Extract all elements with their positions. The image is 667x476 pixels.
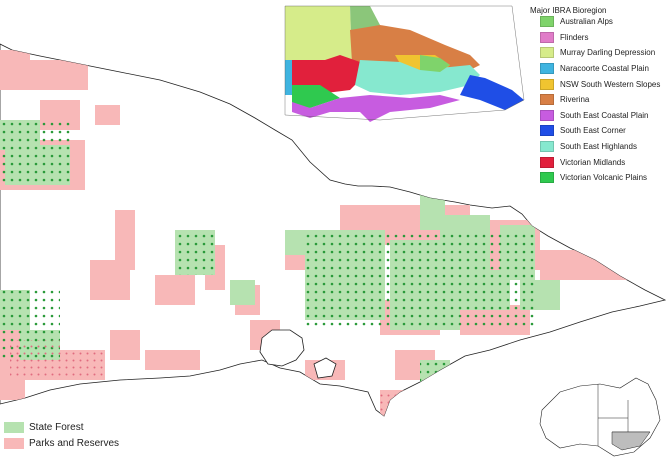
bioregion-legend-title: Major IBRA Bioregion	[530, 6, 607, 15]
legend-label: South East Corner	[560, 126, 626, 136]
australia-locator-map	[539, 377, 661, 457]
legend-label: NSW South Western Slopes	[560, 79, 661, 89]
legend-swatch	[540, 141, 554, 153]
legend-swatch	[540, 31, 554, 43]
bioregion-legend-item: South East Corner	[540, 123, 660, 139]
legend-swatch	[4, 437, 24, 449]
land-tenure-layer	[0, 44, 630, 416]
legend-label: Victorian Volcanic Plains	[560, 173, 648, 183]
legend-swatch	[540, 172, 554, 184]
bioregion-legend-item: Naracoorte Coastal Plain	[540, 61, 660, 77]
bioregion-legend-item: NSW South Western Slopes	[540, 76, 660, 92]
legend-swatch	[540, 63, 554, 75]
legend-swatch	[540, 16, 554, 28]
land-tenure-legend-item: State Forest	[4, 419, 119, 435]
victoria-highlight	[611, 431, 651, 451]
legend-swatch	[540, 109, 554, 121]
bioregion-legend-item: South East Highlands	[540, 139, 660, 155]
legend-swatch	[540, 156, 554, 168]
land-tenure-legend: State Forest Parks and Reserves	[4, 419, 119, 451]
legend-swatch	[4, 421, 24, 433]
legend-label: Australian Alps	[560, 17, 613, 27]
legend-label: Naracoorte Coastal Plain	[560, 64, 649, 74]
bioregion-legend-item: Riverina	[540, 92, 660, 108]
bioregion-legend: Australian Alps Flinders Murray Darling De…	[540, 14, 660, 186]
bioregion-legend-item: Flinders	[540, 30, 660, 46]
legend-swatch	[540, 94, 554, 106]
legend-swatch	[540, 125, 554, 137]
legend-label: State Forest	[29, 421, 84, 433]
bioregion-legend-item: Victorian Volcanic Plains	[540, 170, 660, 186]
bioregion-legend-item: South East Coastal Plain	[540, 108, 660, 124]
bioregion-inset-map	[284, 5, 525, 122]
bioregion-legend-item: Victorian Midlands	[540, 154, 660, 170]
western-port	[313, 357, 337, 379]
legend-label: South East Highlands	[560, 142, 637, 152]
port-phillip-bay	[259, 329, 305, 367]
legend-label: Victorian Midlands	[560, 157, 626, 167]
legend-label: Murray Darling Depression	[560, 48, 656, 58]
bioregion-legend-item: Australian Alps	[540, 14, 660, 30]
legend-swatch	[540, 78, 554, 90]
legend-label: Riverina	[560, 95, 590, 105]
land-tenure-legend-item: Parks and Reserves	[4, 435, 119, 451]
legend-label: Parks and Reserves	[29, 437, 120, 449]
bioregion-legend-item: Murray Darling Depression	[540, 45, 660, 61]
legend-label: South East Coastal Plain	[560, 110, 649, 120]
legend-swatch	[540, 47, 554, 59]
legend-label: Flinders	[560, 32, 589, 42]
